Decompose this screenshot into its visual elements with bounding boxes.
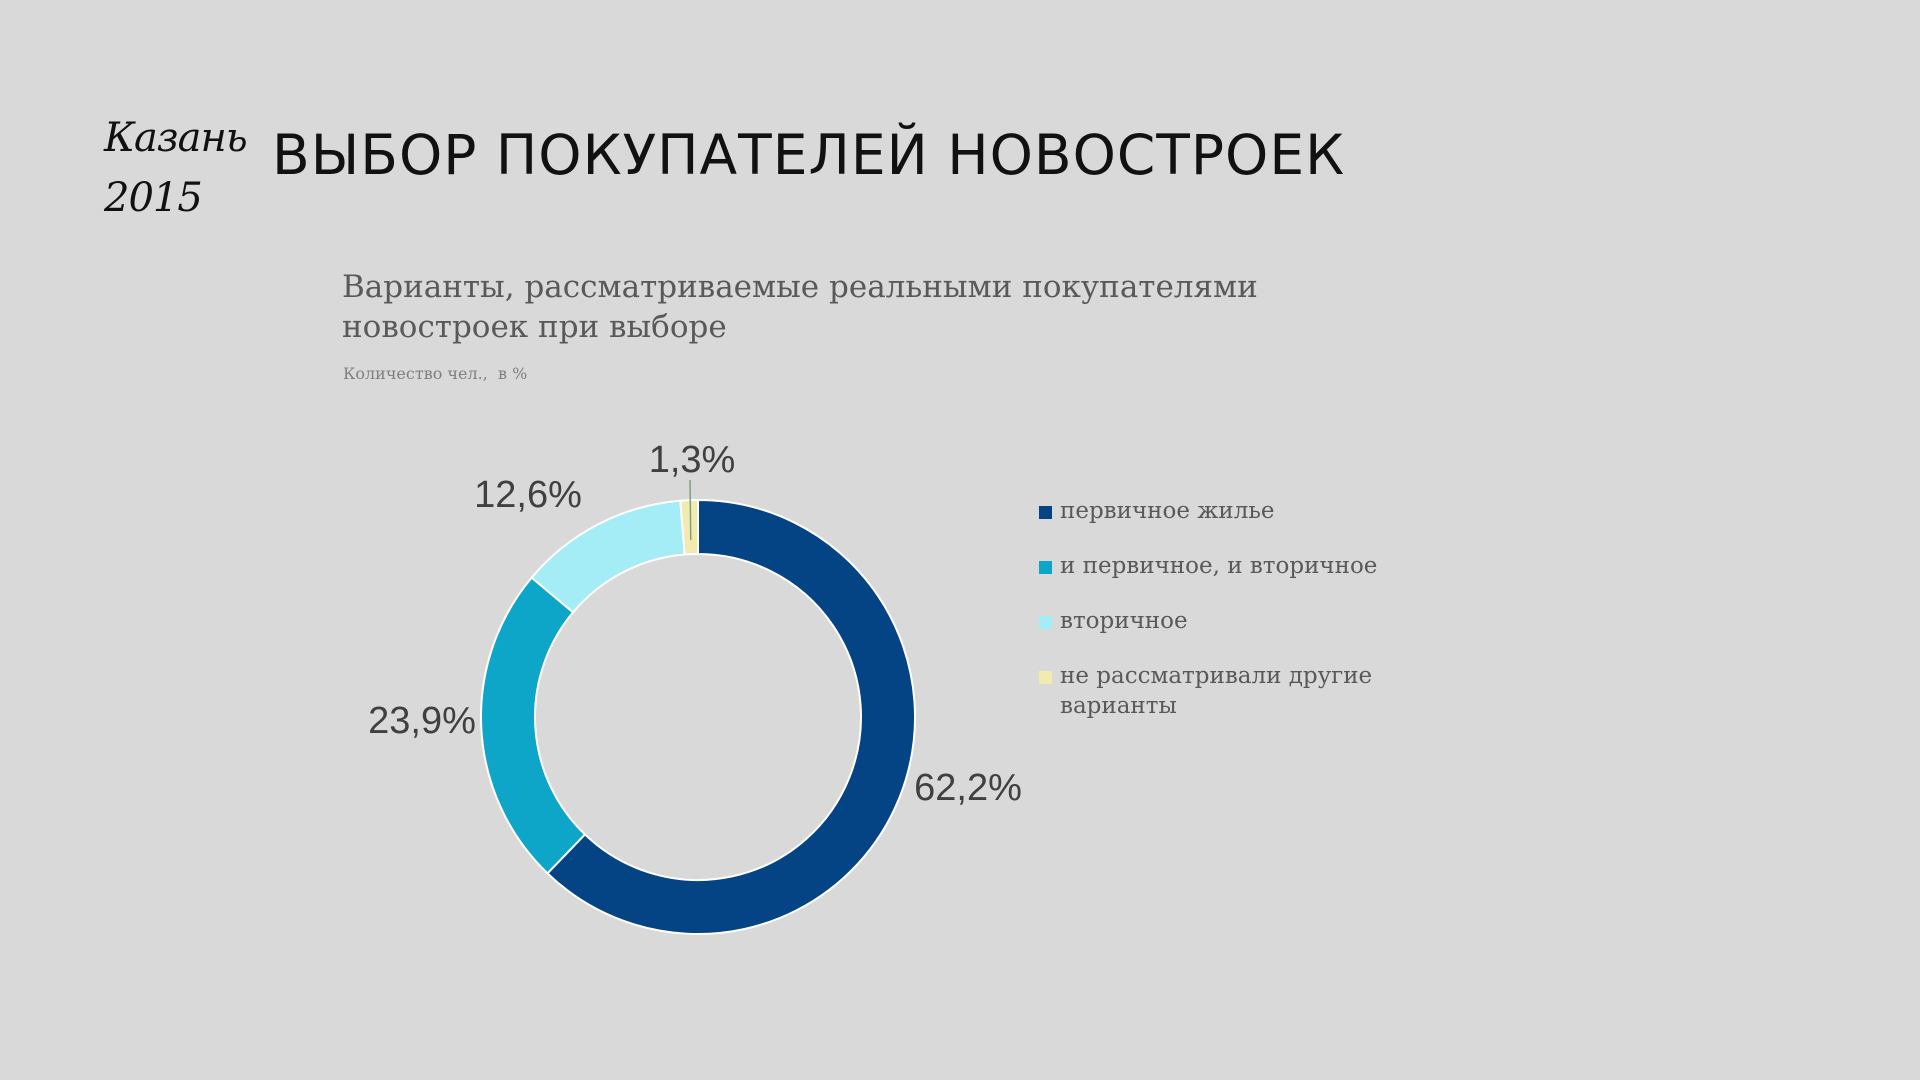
- legend-label-secondary: вторичное: [1060, 608, 1188, 634]
- donut-slice-none: [679, 498, 699, 556]
- legend-swatch-both: [1039, 561, 1052, 574]
- legend-label-primary: первичное жилье: [1060, 498, 1275, 524]
- legend-item-primary: первичное жилье: [1038, 496, 1438, 526]
- donut-slice-secondary: [530, 499, 686, 614]
- data-label-both: 23,9%: [368, 700, 476, 742]
- slide-title: ВЫБОР ПОКУПАТЕЛЕЙ НОВОСТРОЕК: [272, 123, 1346, 187]
- legend-swatch-none: [1039, 671, 1052, 684]
- data-label-secondary: 12,6%: [474, 474, 582, 516]
- donut-slice-primary: [546, 498, 916, 935]
- donut-slice-both: [480, 576, 587, 875]
- leader-line-none: [689, 479, 692, 541]
- chart-legend: первичное жилье и первичное, и вторичное…: [1038, 496, 1438, 746]
- legend-item-secondary: вторичное: [1038, 606, 1438, 636]
- year-label: 2015: [104, 175, 203, 221]
- legend-label-both: и первичное, и вторичное: [1060, 553, 1378, 579]
- data-label-none: 1,3%: [649, 439, 736, 481]
- legend-label-none: не рассматривали другие варианты: [1060, 663, 1373, 719]
- city-label: Казань: [104, 115, 248, 161]
- legend-swatch-primary: [1039, 506, 1052, 519]
- chart-title: Варианты, рассматриваемые реальными поку…: [342, 269, 1258, 345]
- legend-swatch-secondary: [1039, 616, 1052, 629]
- data-label-primary: 62,2%: [914, 767, 1022, 809]
- legend-item-none: не рассматривали другие варианты: [1038, 661, 1438, 721]
- legend-item-both: и первичное, и вторичное: [1038, 551, 1438, 581]
- chart-subtitle: Количество чел., в %: [343, 364, 528, 383]
- city-year-tag: Казань 2015: [104, 108, 248, 228]
